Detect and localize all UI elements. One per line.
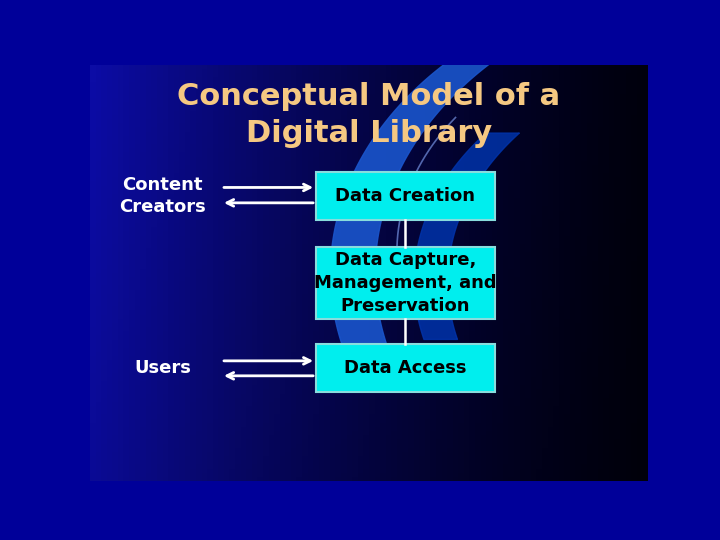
Text: Data Creation: Data Creation: [336, 187, 475, 205]
Bar: [316, 247, 495, 320]
Text: Data Capture,
Management, and
Preservation: Data Capture, Management, and Preservati…: [314, 251, 497, 315]
Text: Users: Users: [134, 359, 191, 377]
Bar: [316, 172, 495, 220]
Text: Conceptual Model of a
Digital Library: Conceptual Model of a Digital Library: [177, 82, 561, 148]
Text: Content
Creators: Content Creators: [120, 176, 206, 216]
Text: Data Access: Data Access: [344, 359, 467, 377]
Bar: [316, 345, 495, 392]
